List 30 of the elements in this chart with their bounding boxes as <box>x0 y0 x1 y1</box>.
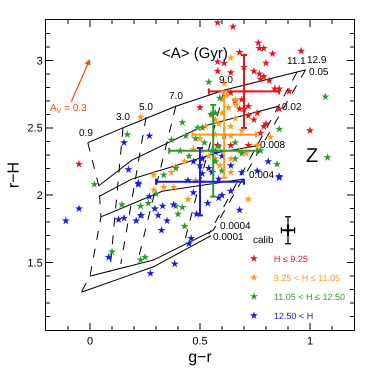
y-tick-label: 1.5 <box>27 257 43 270</box>
series-label: calib <box>253 235 274 246</box>
x-axis-title: g−r <box>188 349 212 366</box>
annotation: 0.02 <box>282 102 302 113</box>
legend-label: H ≤ 9.25 <box>274 254 308 264</box>
x-tick-label: 0 <box>86 335 94 348</box>
annotation: 0.008 <box>260 140 286 151</box>
y-tick-label: 2.5 <box>27 122 43 135</box>
annotation: 3.0 <box>116 112 130 123</box>
legend-label: 12.50 < H <box>274 311 314 322</box>
annotation: 0.9 <box>79 128 94 139</box>
annotation: 0.004 <box>249 170 274 181</box>
legend-label: 11.05 < H ≤ 12.50 <box>274 292 345 302</box>
x-tick-label: 0.5 <box>192 335 208 348</box>
annotation: 12.9 <box>307 55 327 66</box>
annotation: 11.1 <box>287 56 306 67</box>
y-tick-label: 3 <box>36 55 43 68</box>
annotation: A$_{V}$ = 0.3 <box>50 103 88 116</box>
annotation: 5.0 <box>139 102 154 113</box>
annotation: 0.0001 <box>213 232 244 243</box>
y-axis-title: r−H <box>5 162 22 188</box>
y-tick-label: 2 <box>36 190 43 202</box>
legend-label: 9.25 < H ≤ 11.05 <box>274 273 340 284</box>
annotation: 0.05 <box>309 67 329 78</box>
x-tick-label: 1 <box>306 335 314 348</box>
annotation: 7.0 <box>169 91 184 102</box>
annotation: 9.0 <box>219 75 234 86</box>
annotation: 0.0004 <box>220 221 252 232</box>
annotation: <A> (Gyr) <box>162 45 228 62</box>
annotation: Z <box>306 145 318 167</box>
